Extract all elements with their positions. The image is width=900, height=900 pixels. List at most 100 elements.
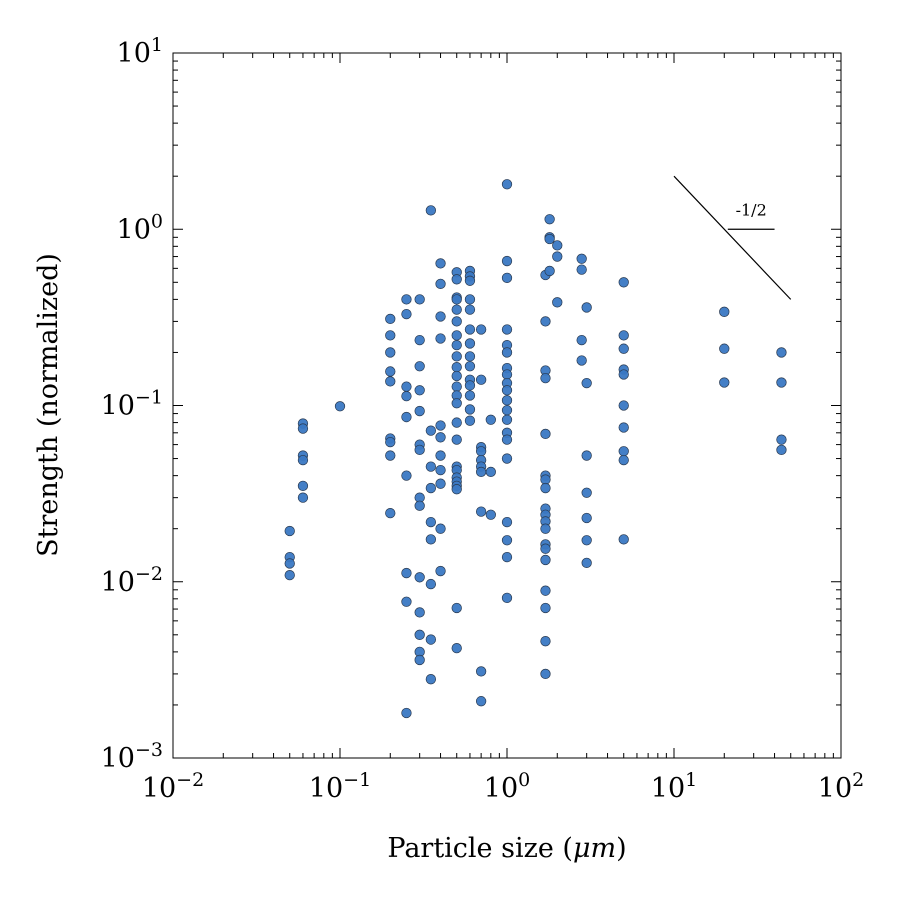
data-point [284, 525, 295, 537]
data-point [501, 551, 513, 563]
data-point [719, 377, 730, 388]
data-point [401, 567, 412, 579]
data-point [464, 275, 476, 286]
data-point [540, 372, 551, 384]
data-point [464, 390, 476, 401]
data-point [414, 500, 425, 511]
data-point [435, 450, 446, 461]
data-point [544, 233, 555, 245]
data-point [464, 338, 476, 349]
data-point [581, 450, 592, 461]
data-point [485, 509, 496, 520]
data-point [475, 466, 487, 478]
data-point [475, 666, 487, 677]
data-point [425, 634, 437, 645]
data-point [501, 414, 513, 425]
data-point [576, 264, 587, 275]
data-point [401, 381, 412, 392]
x-tick-labels: 10−2 10−1 100 101 102 [142, 769, 864, 804]
data-point [414, 385, 425, 396]
data-point [414, 294, 425, 305]
data-point [540, 316, 551, 327]
data-point [451, 362, 462, 373]
data-point [475, 696, 487, 707]
data-point [618, 534, 629, 545]
data-point [618, 422, 629, 433]
slope-line [673, 175, 792, 300]
data-point [451, 304, 462, 315]
data-point [501, 255, 513, 267]
data-point [425, 578, 437, 590]
data-point [501, 395, 513, 406]
data-point [540, 543, 551, 554]
data-point [501, 179, 513, 190]
data-point [435, 523, 446, 534]
data-point [435, 565, 446, 577]
data-point [544, 214, 555, 225]
data-point [776, 347, 787, 358]
data-point [414, 654, 425, 666]
data-point [451, 398, 462, 409]
data-point [501, 347, 513, 358]
data-point [385, 376, 396, 387]
data-point [385, 450, 396, 461]
data-point [451, 316, 462, 327]
data-point [451, 339, 462, 351]
data-point [425, 516, 437, 528]
data-point [451, 417, 462, 428]
data-point [385, 313, 396, 325]
data-point [385, 508, 396, 519]
x-tick-label: 10−2 [142, 769, 204, 804]
axis-ticks [172, 53, 841, 759]
data-point [425, 674, 437, 685]
data-point [297, 423, 309, 434]
data-point [297, 492, 309, 503]
data-point [540, 602, 551, 614]
data-point [464, 361, 476, 372]
data-point [576, 334, 587, 346]
data-point [501, 405, 513, 416]
data-point [501, 324, 513, 335]
data-point [414, 629, 425, 640]
x-axis-label: Particle size (μm) [387, 833, 626, 864]
data-point [451, 274, 462, 285]
data-point [414, 405, 425, 417]
data-point [401, 390, 412, 402]
y-tick-label: 10−1 [101, 387, 163, 422]
data-point [297, 480, 309, 492]
y-axis-label: Strength (normalized) [33, 253, 64, 557]
slope-annotation: -1/2 [673, 175, 792, 300]
data-point [401, 294, 412, 305]
data-point [540, 668, 551, 680]
data-point [414, 572, 425, 583]
data-point [385, 366, 396, 377]
data-point [540, 474, 551, 485]
data-point [576, 253, 587, 264]
data-point [501, 272, 513, 283]
data-point [581, 302, 592, 313]
data-point [401, 411, 412, 423]
data-point [451, 370, 462, 382]
data-point [485, 466, 496, 478]
x-tick-label: 100 [484, 769, 530, 804]
data-point [540, 636, 551, 647]
data-point [401, 596, 412, 607]
data-point [284, 558, 295, 569]
data-point [501, 535, 513, 546]
data-point [297, 454, 309, 466]
data-point [401, 470, 412, 481]
data-point [385, 436, 396, 448]
data-point [719, 343, 730, 354]
data-point [451, 351, 462, 362]
data-point [464, 304, 476, 315]
data-point [464, 404, 476, 415]
data-point [485, 414, 496, 425]
data-point [425, 205, 437, 216]
data-point [464, 294, 476, 305]
data-point [451, 602, 462, 614]
data-point [334, 401, 346, 412]
data-point [540, 523, 551, 534]
data-point [435, 464, 446, 476]
data-point [501, 516, 513, 528]
